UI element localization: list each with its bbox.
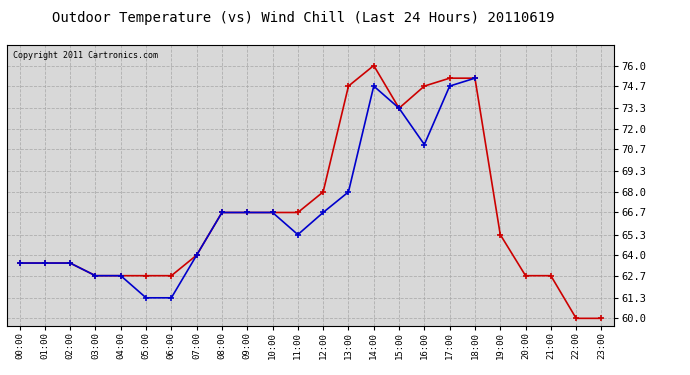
Text: Outdoor Temperature (vs) Wind Chill (Last 24 Hours) 20110619: Outdoor Temperature (vs) Wind Chill (Las… <box>52 11 555 25</box>
Text: Copyright 2011 Cartronics.com: Copyright 2011 Cartronics.com <box>13 51 158 60</box>
